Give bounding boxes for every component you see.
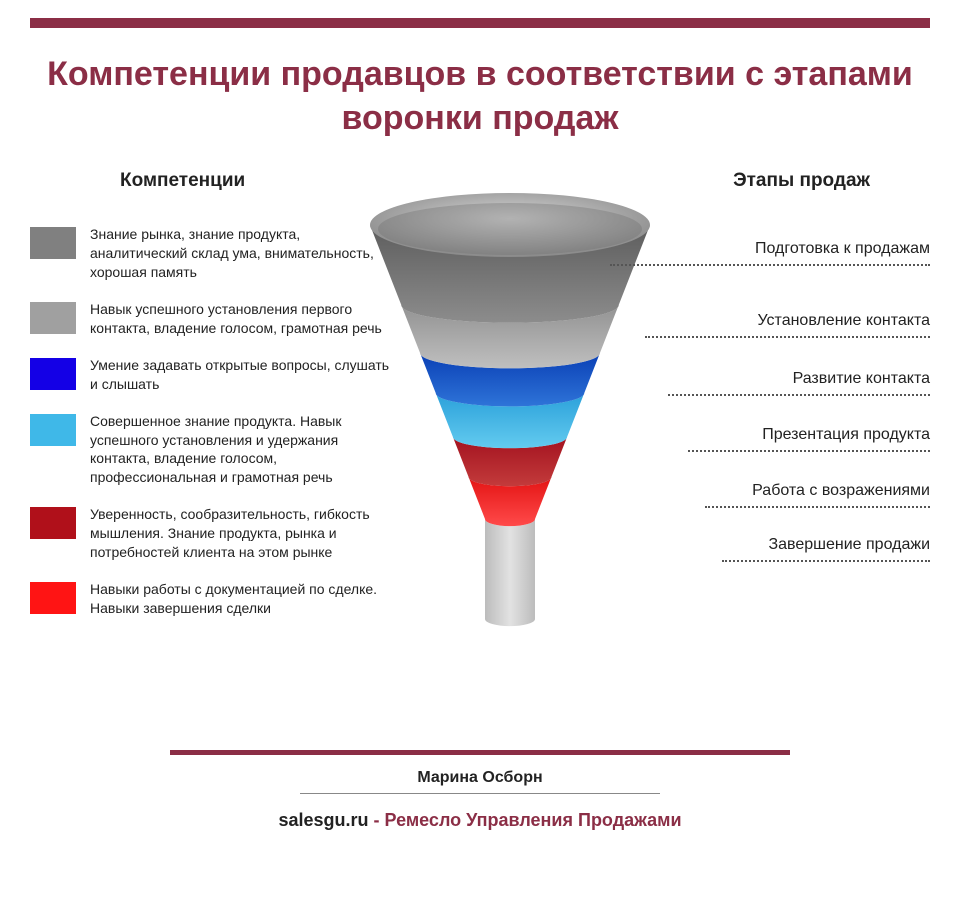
- author-name: Марина Осборн: [0, 769, 960, 787]
- page-title: Компетенции продавцов в соответствии с э…: [40, 52, 920, 140]
- funnel-chart: [360, 185, 660, 705]
- color-swatch: [30, 227, 76, 259]
- competency-row: Навык успешного установления первого кон…: [30, 300, 390, 338]
- funnel-stem: [485, 519, 535, 626]
- top-accent-bar: [30, 18, 930, 28]
- competency-text: Навык успешного установления первого кон…: [90, 300, 390, 338]
- color-swatch: [30, 358, 76, 390]
- bottom-accent-bar: [170, 750, 790, 755]
- stage-dotted-line: [705, 506, 930, 508]
- stage-row: Завершение продажи: [680, 536, 930, 562]
- stage-row: Развитие контакта: [680, 370, 930, 396]
- site-domain: salesgu.ru: [278, 810, 368, 830]
- funnel-rim-inner: [378, 203, 642, 255]
- stage-row: Презентация продукта: [680, 426, 930, 452]
- competency-row: Умение задавать открытые вопросы, слушат…: [30, 356, 390, 394]
- color-swatch: [30, 414, 76, 446]
- color-swatch: [30, 507, 76, 539]
- stage-dotted-line: [688, 450, 930, 452]
- competency-row: Знание рынка, знание продукта, аналитиче…: [30, 225, 390, 282]
- competency-text: Совершенное знание продукта. Навык успеш…: [90, 412, 390, 488]
- stage-dotted-line: [645, 336, 930, 338]
- competency-row: Уверенность, сообразительность, гибкость…: [30, 505, 390, 562]
- stage-row: Подготовка к продажам: [680, 240, 930, 266]
- competencies-list: Знание рынка, знание продукта, аналитиче…: [30, 225, 390, 635]
- stage-label: Развитие контакта: [680, 370, 930, 388]
- competency-text: Знание рынка, знание продукта, аналитиче…: [90, 225, 390, 282]
- stages-heading: Этапы продаж: [733, 170, 870, 192]
- site-line: salesgu.ru - Ремесло Управления Продажам…: [0, 810, 960, 831]
- color-swatch: [30, 582, 76, 614]
- competency-row: Совершенное знание продукта. Навык успеш…: [30, 412, 390, 488]
- color-swatch: [30, 302, 76, 334]
- stage-dotted-line: [668, 394, 930, 396]
- content-area: Компетенции Этапы продаж Знание рынка, з…: [30, 170, 930, 730]
- stage-label: Подготовка к продажам: [680, 240, 930, 258]
- stage-row: Установление контакта: [680, 312, 930, 338]
- competencies-heading: Компетенции: [120, 170, 245, 192]
- stage-label: Завершение продажи: [680, 536, 930, 554]
- stage-dotted-line: [722, 560, 930, 562]
- competency-text: Умение задавать открытые вопросы, слушат…: [90, 356, 390, 394]
- site-tagline: - Ремесло Управления Продажами: [369, 810, 682, 830]
- stage-label: Установление контакта: [680, 312, 930, 330]
- stage-label: Презентация продукта: [680, 426, 930, 444]
- stage-dotted-line: [610, 264, 930, 266]
- stage-row: Работа с возражениями: [680, 482, 930, 508]
- competency-text: Уверенность, сообразительность, гибкость…: [90, 505, 390, 562]
- competency-row: Навыки работы с документацией по сделке.…: [30, 580, 390, 618]
- author-underline: [300, 793, 660, 794]
- stage-label: Работа с возражениями: [680, 482, 930, 500]
- competency-text: Навыки работы с документацией по сделке.…: [90, 580, 390, 618]
